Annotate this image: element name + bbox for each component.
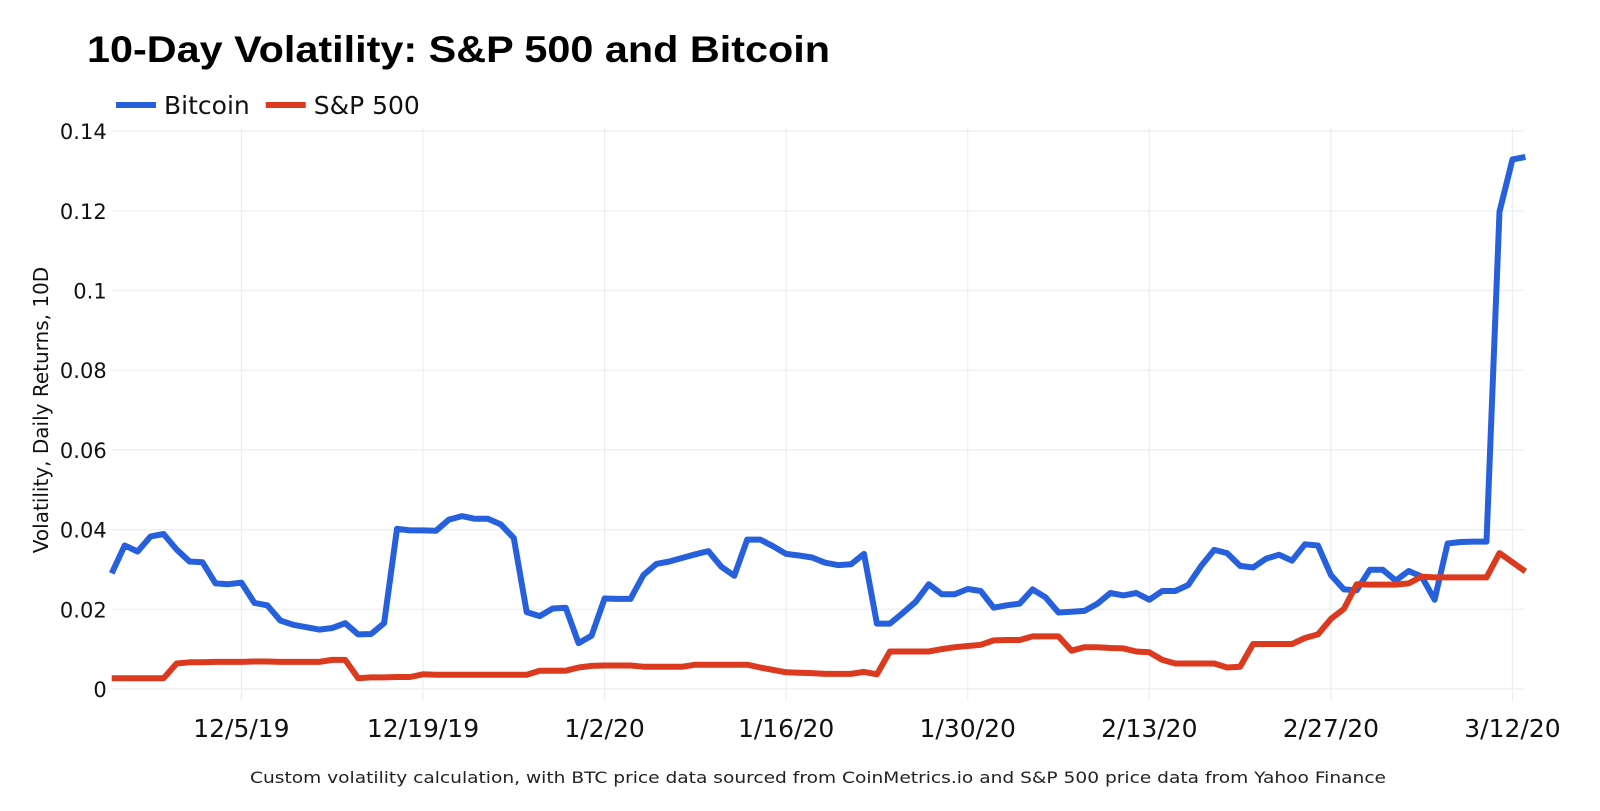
x-axis-ticks: 12/5/19 12/19/19 1/2/20 1/16/20 1/30/20 2/13/… xyxy=(193,714,1560,743)
x-tick-label: 3/12/20 xyxy=(1464,714,1560,743)
x-tick-label: 2/27/20 xyxy=(1283,714,1379,743)
legend: Bitcoin S&P 500 xyxy=(116,91,420,120)
series-lines xyxy=(108,154,1528,682)
x-tick-label: 1/16/20 xyxy=(738,714,834,743)
x-tick-label: 2/13/20 xyxy=(1101,714,1197,743)
chart-caption: Custom volatility calculation, with BTC … xyxy=(250,768,1386,787)
y-tick-label: 0.04 xyxy=(60,519,107,543)
y-axis-ticks: 0 0.02 0.04 0.06 0.08 0.1 0.12 0.14 xyxy=(60,120,107,702)
x-tick-label: 1/2/20 xyxy=(564,714,644,743)
chart-title: 10-Day Volatility: S&P 500 and Bitcoin xyxy=(87,29,830,70)
x-tick-label: 1/30/20 xyxy=(920,714,1016,743)
y-tick-label: 0.02 xyxy=(60,598,107,622)
x-tick-label: 12/19/19 xyxy=(367,714,479,743)
y-tick-label: 0.12 xyxy=(60,200,107,224)
y-tick-label: 0.06 xyxy=(60,439,107,463)
legend-label: Bitcoin xyxy=(164,91,250,120)
legend-label: S&P 500 xyxy=(314,91,420,120)
y-tick-label: 0.14 xyxy=(60,120,107,144)
y-tick-label: 0.1 xyxy=(73,280,106,304)
gridlines xyxy=(111,127,1524,701)
y-tick-label: 0 xyxy=(93,678,106,702)
series-line-s-p-500 xyxy=(111,550,1528,682)
y-axis-label: Volatility, Daily Returns, 10D xyxy=(29,267,53,553)
y-tick-label: 0.08 xyxy=(60,359,107,383)
series-line-bitcoin xyxy=(108,154,1526,647)
x-tick-label: 12/5/19 xyxy=(193,714,289,743)
